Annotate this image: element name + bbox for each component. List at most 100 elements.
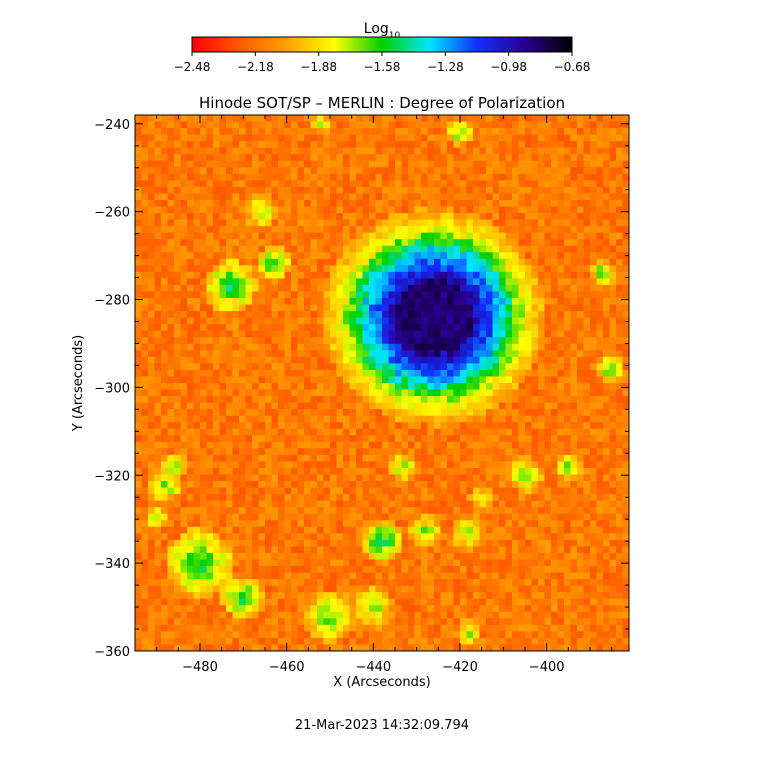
heatmap-cell bbox=[421, 376, 429, 384]
heatmap-cell bbox=[349, 356, 357, 364]
heatmap-cell bbox=[440, 441, 448, 449]
heatmap-cell bbox=[434, 115, 442, 123]
heatmap-cell bbox=[343, 258, 351, 266]
heatmap-cell bbox=[271, 363, 279, 371]
heatmap-cell bbox=[193, 141, 201, 149]
heatmap-cell bbox=[226, 383, 234, 391]
heatmap-cell bbox=[434, 356, 442, 364]
heatmap-cell bbox=[499, 219, 507, 227]
heatmap-cell bbox=[492, 291, 500, 299]
heatmap-cell bbox=[557, 199, 565, 208]
heatmap-cell bbox=[473, 402, 481, 410]
heatmap-cell bbox=[577, 199, 585, 208]
heatmap-cell bbox=[336, 415, 344, 423]
heatmap-cell bbox=[616, 258, 624, 266]
heatmap-cell bbox=[271, 311, 279, 319]
heatmap-cell bbox=[271, 180, 279, 188]
heatmap-cell bbox=[473, 115, 481, 123]
heatmap-cell bbox=[167, 265, 175, 273]
heatmap-cell bbox=[258, 298, 266, 306]
heatmap-cell bbox=[245, 232, 253, 240]
heatmap-cell bbox=[297, 435, 305, 443]
heatmap-cell bbox=[278, 324, 286, 332]
heatmap-cell bbox=[297, 291, 305, 299]
heatmap-cell bbox=[239, 134, 247, 142]
heatmap-cell bbox=[180, 513, 188, 521]
heatmap-cell bbox=[577, 494, 585, 502]
heatmap-cell bbox=[161, 376, 169, 384]
heatmap-cell bbox=[577, 206, 585, 214]
heatmap-cell bbox=[245, 173, 253, 181]
heatmap-cell bbox=[356, 147, 364, 155]
heatmap-cell bbox=[440, 239, 448, 247]
heatmap-cell bbox=[187, 265, 195, 273]
heatmap-cell bbox=[323, 252, 331, 260]
heatmap-cell bbox=[200, 539, 208, 548]
heatmap-cell bbox=[167, 160, 175, 168]
heatmap-cell bbox=[440, 141, 448, 149]
heatmap-cell bbox=[388, 383, 396, 391]
heatmap-cell bbox=[505, 232, 513, 240]
heatmap-cell bbox=[512, 160, 520, 168]
heatmap-cell bbox=[551, 311, 559, 319]
heatmap-cell bbox=[297, 226, 305, 234]
heatmap-cell bbox=[310, 180, 318, 188]
heatmap-cell bbox=[531, 278, 539, 286]
heatmap-cell bbox=[505, 199, 513, 208]
heatmap-cell bbox=[278, 343, 286, 351]
heatmap-cell bbox=[343, 160, 351, 168]
heatmap-cell bbox=[382, 454, 390, 463]
heatmap-cell bbox=[265, 304, 273, 312]
heatmap-cell bbox=[362, 252, 370, 260]
heatmap-cell bbox=[382, 115, 390, 123]
heatmap-cell bbox=[570, 154, 578, 162]
heatmap-cell bbox=[479, 389, 487, 397]
heatmap-cell bbox=[219, 121, 227, 129]
heatmap-cell bbox=[401, 428, 409, 436]
heatmap-cell bbox=[304, 311, 312, 319]
heatmap-cell bbox=[492, 526, 500, 534]
heatmap-cell bbox=[375, 180, 383, 188]
heatmap-cell bbox=[512, 193, 520, 201]
heatmap-cell bbox=[252, 350, 260, 358]
heatmap-cell bbox=[154, 369, 162, 378]
heatmap-cell bbox=[154, 173, 162, 181]
heatmap-cell bbox=[518, 513, 526, 521]
heatmap-cell bbox=[505, 526, 513, 534]
heatmap-cell bbox=[570, 291, 578, 299]
heatmap-cell bbox=[356, 226, 364, 234]
heatmap-cell bbox=[486, 219, 494, 227]
heatmap-cell bbox=[525, 467, 533, 476]
heatmap-cell bbox=[590, 389, 598, 397]
heatmap-cell bbox=[382, 448, 390, 456]
heatmap-cell bbox=[232, 520, 240, 528]
heatmap-cell bbox=[473, 298, 481, 306]
heatmap-cell bbox=[219, 199, 227, 208]
heatmap-cell bbox=[414, 513, 422, 521]
heatmap-cell bbox=[460, 369, 468, 378]
heatmap-cell bbox=[544, 350, 552, 358]
heatmap-cell bbox=[174, 206, 182, 214]
heatmap-cell bbox=[440, 252, 448, 260]
heatmap-cell bbox=[375, 435, 383, 443]
heatmap-cell bbox=[369, 467, 377, 476]
heatmap-cell bbox=[356, 284, 364, 293]
heatmap-cell bbox=[336, 526, 344, 534]
heatmap-cell bbox=[460, 526, 468, 534]
heatmap-cell bbox=[401, 481, 409, 489]
heatmap-cell bbox=[284, 441, 292, 449]
heatmap-cell bbox=[401, 317, 409, 325]
heatmap-cell bbox=[213, 317, 221, 325]
heatmap-cell bbox=[206, 271, 214, 280]
heatmap-cell bbox=[284, 487, 292, 495]
heatmap-cell bbox=[564, 481, 572, 489]
heatmap-cell bbox=[187, 284, 195, 293]
heatmap-cell bbox=[239, 422, 247, 430]
heatmap-cell bbox=[356, 343, 364, 351]
heatmap-cell bbox=[213, 298, 221, 306]
heatmap-cell bbox=[512, 415, 520, 423]
heatmap-cell bbox=[284, 369, 292, 378]
heatmap-cell bbox=[304, 284, 312, 293]
heatmap-cell bbox=[258, 154, 266, 162]
heatmap-cell bbox=[193, 441, 201, 449]
